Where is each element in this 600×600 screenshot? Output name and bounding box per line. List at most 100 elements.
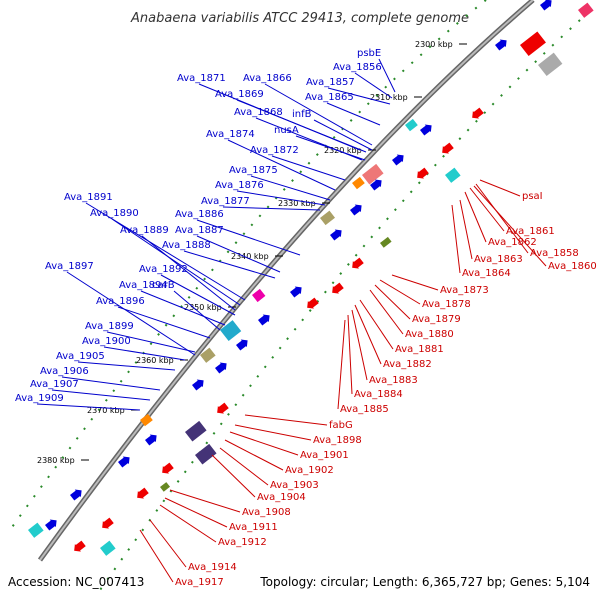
leader-line (51, 389, 151, 401)
gene-label-forward: Ava_1889 (120, 225, 169, 236)
gene-label-reverse: Ava_1878 (422, 299, 471, 310)
gene-feature (145, 434, 157, 446)
gene-label-reverse: Ava_1912 (218, 537, 267, 548)
leader-line (227, 139, 336, 191)
gene-feature (370, 179, 382, 191)
leader-line (106, 331, 196, 353)
leader-line (347, 314, 353, 395)
gene-label-forward: Ava_1891 (64, 192, 113, 203)
gene-label-forward: Ava_1905 (56, 351, 105, 362)
leader-line (354, 304, 382, 365)
gene-feature (330, 229, 342, 241)
gene-feature (352, 176, 365, 190)
gene-feature (362, 163, 384, 185)
gene-label-reverse: Ava_1884 (354, 389, 403, 400)
gene-label-reverse: Ava_1901 (300, 450, 349, 461)
leader-line (164, 497, 228, 528)
gene-label-reverse: Ava_1881 (395, 344, 444, 355)
leader-line (111, 218, 241, 306)
leader-line (236, 99, 367, 153)
leader-line (140, 290, 226, 326)
gene-label-forward: Ava_1869 (215, 89, 264, 100)
leader-line (295, 135, 366, 161)
outer-ring (99, 19, 581, 591)
leader-line (374, 284, 411, 320)
leader-line (479, 179, 521, 197)
leader-line (103, 346, 186, 361)
leader-line (77, 361, 176, 371)
gene-feature (70, 489, 82, 501)
gene-feature (380, 236, 392, 248)
gene-feature (472, 107, 484, 119)
leader-line (224, 439, 284, 471)
gene-feature (540, 0, 552, 11)
tick-layer: 2300 kbp 2310 kbp 2320 kbp 2330 kbp 2340 kbp… (37, 40, 467, 465)
leader-line (469, 187, 505, 232)
gene-feature (102, 517, 114, 529)
gene-feature (320, 210, 335, 226)
gene-feature (192, 379, 204, 391)
gene-label-reverse: Ava_1902 (285, 465, 334, 476)
gene-label-forward: Ava_1856 (333, 62, 382, 73)
gene-label-forward: Ava_1875 (229, 165, 278, 176)
gene-label-reverse: Ava_1861 (506, 226, 555, 237)
inner-ring (9, 0, 487, 531)
leader-line (66, 271, 196, 356)
gene-label-forward: Ava_1876 (215, 180, 264, 191)
gene-label-reverse: Ava_1864 (462, 268, 511, 279)
leader-line-layer (36, 58, 547, 583)
gene-label-reverse: Ava_1898 (313, 435, 362, 446)
gene-feature (258, 314, 270, 326)
gene-label-forward: Ava_1868 (234, 107, 283, 118)
leader-line (475, 183, 529, 254)
gene-feature (520, 31, 546, 57)
leader-line (211, 454, 256, 498)
gene-feature (195, 443, 217, 465)
leader-line (354, 72, 393, 99)
gene-label-forward: Ava_1886 (175, 209, 224, 220)
gene-label-reverse: Ava_1917 (175, 577, 224, 588)
gene-feature (118, 456, 130, 468)
gene-label-forward: carB (152, 280, 175, 291)
gene-label-forward: Ava_1887 (175, 225, 224, 236)
leader-line (250, 175, 331, 201)
gene-label-reverse: Ava_1879 (412, 314, 461, 325)
gene-label-reverse: Ava_1914 (188, 562, 237, 573)
gene-label-forward: nusA (274, 125, 299, 136)
gene-label-reverse: Ava_1904 (257, 492, 306, 503)
gene-label-reverse: Ava_1882 (383, 359, 432, 370)
leader-line (219, 447, 269, 486)
tick-label: 2370 kbp (87, 406, 125, 415)
gene-label-forward: psbE (357, 48, 381, 59)
map-title: Anabaena variabilis ATCC 29413, complete… (130, 11, 469, 26)
gene-label-forward: Ava_1874 (206, 129, 255, 140)
gene-label-forward: Ava_1872 (250, 145, 299, 156)
gene-label-reverse: Ava_1862 (488, 237, 537, 248)
label-layer: psbE Ava_1856 Ava_1857 Ava_1871 Ava_1866 Ava_… (15, 48, 597, 588)
leader-line (183, 250, 276, 279)
leader-line (264, 83, 373, 146)
leader-line (337, 319, 346, 410)
gene-label-forward: infB (292, 109, 312, 120)
leader-line (159, 504, 217, 543)
gene-feature (200, 347, 216, 363)
leader-line (173, 290, 221, 331)
leader-line (451, 204, 461, 274)
leader-line (229, 431, 299, 456)
gene-feature (352, 257, 364, 269)
gene-feature (160, 482, 170, 492)
leader-line (160, 274, 236, 316)
gene-feature (162, 462, 174, 474)
gene-label-forward: Ava_1899 (85, 321, 134, 332)
gene-label-reverse: Ava_1885 (340, 404, 389, 415)
gene-feature (392, 154, 404, 166)
tick-label: 2360 kbp (136, 356, 174, 365)
gene-label-reverse: Ava_1873 (440, 285, 489, 296)
leader-line (196, 235, 281, 273)
gene-feature (420, 124, 432, 136)
gene-feature (442, 142, 454, 154)
gene-feature (28, 522, 44, 538)
genome-summary-text: Topology: circular; Length: 6,365,727 bp… (259, 575, 590, 589)
gene-label-forward: Ava_1907 (30, 379, 79, 390)
